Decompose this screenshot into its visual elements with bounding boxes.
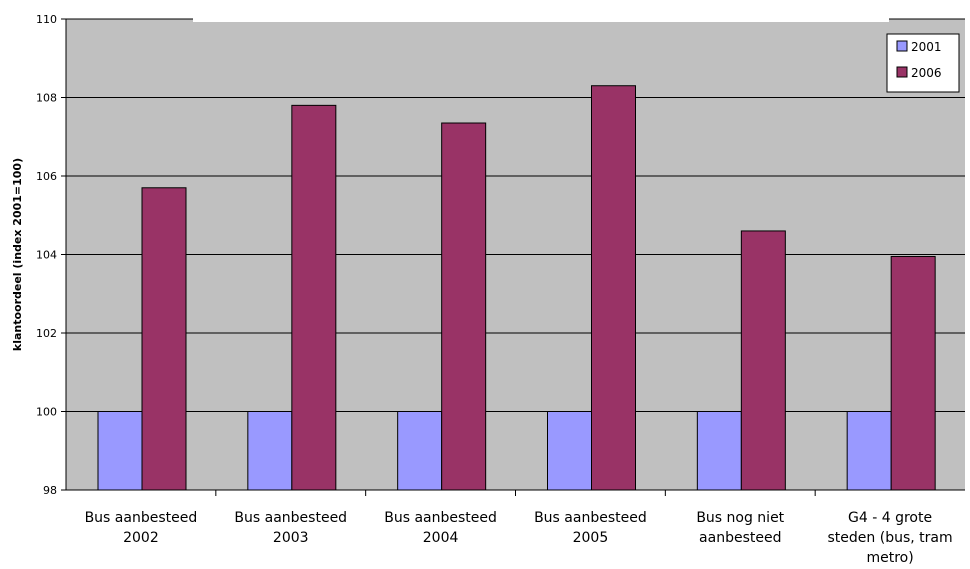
bar-2006-5 bbox=[740, 230, 786, 491]
x-category-label: Bus aanbesteed bbox=[85, 510, 198, 526]
x-category-labels: Bus aanbesteed 2002 Bus aanbesteed 2003 Bus … bbox=[85, 510, 953, 566]
legend-label-2001: 2001 bbox=[911, 40, 942, 54]
top-gap bbox=[193, 18, 889, 22]
legend-swatch-2006 bbox=[896, 66, 908, 78]
x-category-label: Bus aanbesteed bbox=[384, 510, 497, 526]
bar-2001-3 bbox=[397, 411, 443, 491]
x-category-label: aanbesteed bbox=[699, 530, 781, 546]
y-tick-labels: 98 100 102 104 106 108 110 bbox=[36, 13, 66, 497]
x-category-label: Bus aanbesteed bbox=[534, 510, 647, 526]
bar-2001-4 bbox=[547, 411, 592, 491]
legend-label-2006: 2006 bbox=[911, 66, 942, 80]
x-category-label: 2003 bbox=[273, 530, 309, 546]
bar-2001-6 bbox=[846, 411, 892, 491]
bar-2001-1 bbox=[97, 411, 143, 491]
x-category-label: 2005 bbox=[573, 530, 609, 546]
y-axis-label: klantoordeel (index 2001=100) bbox=[11, 158, 24, 351]
y-tick-label: 106 bbox=[36, 170, 57, 183]
y-tick-label: 102 bbox=[36, 327, 57, 340]
gridlines bbox=[66, 18, 965, 412]
legend-swatch-2001 bbox=[896, 40, 908, 52]
bar-2006-2 bbox=[291, 104, 337, 491]
x-category-label: Bus aanbesteed bbox=[234, 510, 347, 526]
bar-2006-3 bbox=[441, 122, 487, 491]
x-category-label: steden (bus, tram bbox=[828, 530, 953, 546]
bars bbox=[97, 85, 936, 491]
bar-2006-1 bbox=[141, 187, 187, 491]
bar-2001-2 bbox=[247, 411, 293, 491]
bar-2006-6 bbox=[890, 255, 936, 491]
bar-2001-5 bbox=[696, 411, 742, 491]
y-tick-label: 98 bbox=[43, 484, 57, 497]
y-tick-label: 104 bbox=[36, 249, 57, 262]
legend: 2001 2006 bbox=[886, 33, 960, 93]
bar-2006-4 bbox=[591, 85, 636, 491]
x-category-label: metro) bbox=[866, 550, 913, 566]
x-category-label: 2002 bbox=[123, 530, 159, 546]
x-category-label: G4 - 4 grote bbox=[848, 510, 932, 526]
x-category-label: Bus nog niet bbox=[696, 510, 784, 526]
x-category-label: 2004 bbox=[423, 530, 459, 546]
y-tick-label: 110 bbox=[36, 13, 57, 26]
y-tick-label: 108 bbox=[36, 92, 57, 105]
y-tick-label: 100 bbox=[36, 406, 57, 419]
